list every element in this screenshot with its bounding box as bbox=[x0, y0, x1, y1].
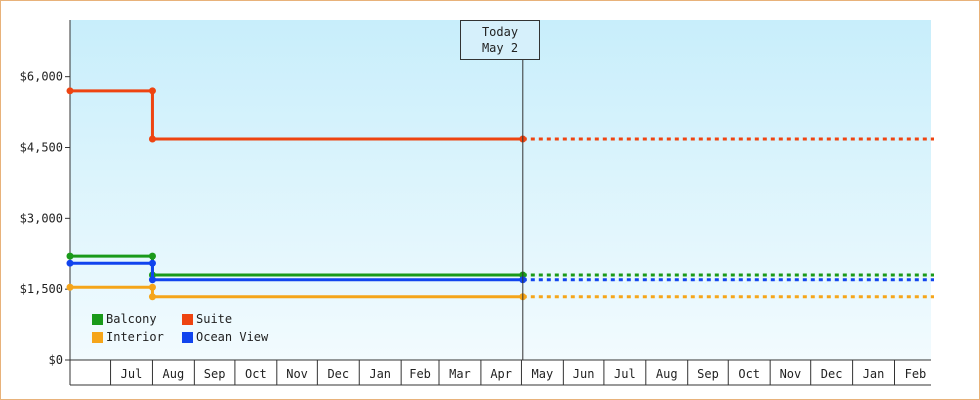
legend-label-balcony: Balcony bbox=[106, 312, 157, 326]
legend-swatch-ocean-view bbox=[182, 331, 193, 343]
legend-item-suite: Suite bbox=[182, 312, 292, 326]
x-tick-label: Oct bbox=[738, 367, 760, 381]
legend-swatch-interior bbox=[92, 331, 103, 343]
x-tick-label: Nov bbox=[780, 367, 802, 381]
series-line bbox=[70, 89, 523, 141]
series-ocean-view bbox=[66, 259, 934, 284]
x-tick-label: Jul bbox=[614, 367, 636, 381]
data-point bbox=[66, 252, 74, 260]
data-point bbox=[148, 283, 156, 291]
legend-label-suite: Suite bbox=[196, 312, 233, 326]
legend-swatch-suite bbox=[182, 313, 193, 325]
legend-item-ocean-view: Ocean View bbox=[182, 330, 292, 344]
legend-item-interior: Interior bbox=[92, 330, 182, 344]
x-tick-label: Jul bbox=[121, 367, 143, 381]
y-tick-label: $1,500 bbox=[20, 282, 63, 296]
series-line bbox=[70, 261, 523, 282]
x-tick-label: Feb bbox=[905, 367, 927, 381]
data-point bbox=[148, 135, 156, 143]
legend-label-ocean-view: Ocean View bbox=[196, 330, 269, 344]
data-point bbox=[148, 276, 156, 284]
series-layer bbox=[66, 87, 934, 301]
x-tick-label: Sep bbox=[697, 367, 719, 381]
x-tick-label: Dec bbox=[821, 367, 843, 381]
x-tick-label: Apr bbox=[490, 367, 512, 381]
y-tick-label: $3,000 bbox=[20, 211, 63, 225]
data-point bbox=[66, 283, 74, 291]
x-tick-label: May bbox=[532, 367, 554, 381]
data-point bbox=[66, 87, 74, 95]
x-axis: Jul Aug Sep Oct Nov Dec Jan Feb Mar Apr May Jun Jul A… bbox=[69, 359, 931, 386]
data-point bbox=[148, 259, 156, 267]
data-point bbox=[148, 87, 156, 95]
legend-swatch-balcony bbox=[92, 313, 103, 325]
y-tick-label: $6,000 bbox=[20, 70, 63, 84]
y-tick-label: $0 bbox=[49, 353, 63, 367]
today-date: May 2 bbox=[481, 41, 519, 55]
series-line bbox=[70, 285, 523, 299]
data-point bbox=[148, 252, 156, 260]
x-tick-label: Aug bbox=[656, 367, 678, 381]
data-point bbox=[66, 259, 74, 267]
x-tick-label: Nov bbox=[286, 367, 308, 381]
today-marker-label: Today May 2 bbox=[460, 20, 540, 60]
x-tick-label: Oct bbox=[245, 367, 267, 381]
x-tick-label: Mar bbox=[449, 367, 471, 381]
data-point bbox=[148, 293, 156, 301]
x-tick-label: Feb bbox=[409, 367, 431, 381]
x-tick-label: Dec bbox=[327, 367, 349, 381]
y-axis: $0 $1,500 $3,000 $4,500 $6,000 bbox=[20, 20, 71, 367]
x-tick-label: Jan bbox=[369, 367, 391, 381]
x-tick-label: Aug bbox=[163, 367, 185, 381]
plot-area bbox=[70, 20, 931, 360]
legend-label-interior: Interior bbox=[106, 330, 164, 344]
x-tick-label: Jan bbox=[863, 367, 885, 381]
x-tick-label: Sep bbox=[204, 367, 226, 381]
series-interior bbox=[66, 283, 934, 301]
legend: Balcony Suite Interior Ocean View bbox=[92, 312, 292, 344]
legend-item-balcony: Balcony bbox=[92, 312, 182, 326]
today-label: Today bbox=[481, 25, 519, 39]
x-tick-label: Jun bbox=[573, 367, 595, 381]
y-tick-label: $4,500 bbox=[20, 141, 63, 155]
